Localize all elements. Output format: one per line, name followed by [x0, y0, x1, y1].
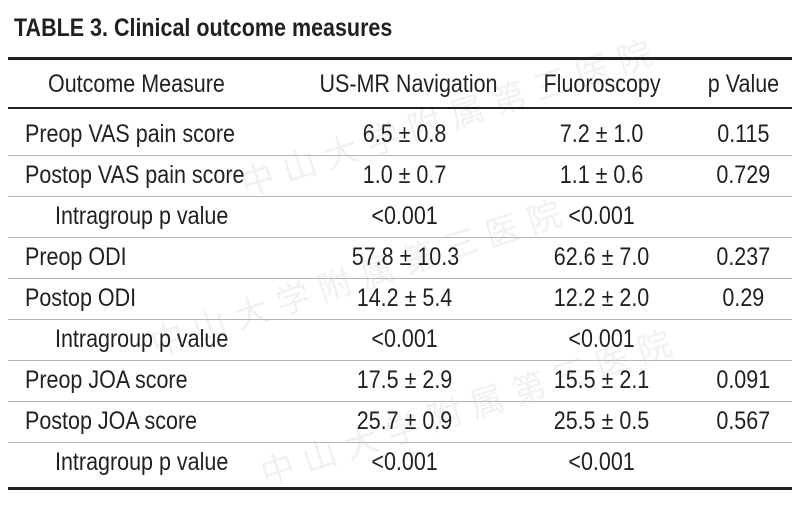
cell-us-mr: <0.001	[305, 442, 505, 483]
cell-us-mr: 6.5 ± 0.8	[305, 114, 505, 155]
cell-us-mr-text: <0.001	[371, 448, 439, 476]
cell-p-value-text: 0.729	[716, 161, 770, 189]
cell-outcome: Preop VAS pain score	[25, 114, 269, 155]
cell-p-value: 0.237	[698, 237, 788, 278]
cell-us-mr-text: 1.0 ± 0.7	[363, 161, 447, 189]
cell-fluoroscopy-text: 12.2 ± 2.0	[554, 284, 650, 312]
cell-outcome: Preop JOA score	[25, 360, 214, 401]
cell-p-value-text: 0.115	[716, 120, 770, 148]
table-row: Postop VAS pain score 1.0 ± 0.7 1.1 ± 0.6 0…	[8, 155, 792, 197]
cell-p-value	[698, 442, 788, 483]
cell-us-mr-text: 14.2 ± 5.4	[357, 284, 453, 312]
cell-outcome-text: Intragroup p value	[55, 202, 229, 230]
cell-p-value-text: 0.237	[716, 243, 770, 271]
cell-us-mr-text: 25.7 ± 0.9	[357, 407, 453, 435]
cell-p-value: 0.091	[698, 360, 788, 401]
table-row: Intragroup p value <0.001 <0.001	[8, 442, 792, 483]
cell-fluoroscopy-text: 25.5 ± 0.5	[554, 407, 650, 435]
header-p-value: p Value	[707, 70, 779, 98]
header-row: Outcome Measure US-MR Navigation Fluoros…	[8, 60, 792, 108]
cell-fluoroscopy: 7.2 ± 1.0	[502, 114, 702, 155]
cell-fluoroscopy: <0.001	[502, 442, 702, 483]
cell-p-value: 0.115	[698, 114, 788, 155]
cell-fluoroscopy: 12.2 ± 2.0	[502, 278, 702, 319]
cell-us-mr: 17.5 ± 2.9	[305, 360, 505, 401]
cell-fluoroscopy-text: 1.1 ± 0.6	[560, 161, 644, 189]
table-row: Preop JOA score 17.5 ± 2.9 15.5 ± 2.1 0.091	[8, 360, 792, 402]
cell-fluoroscopy: 25.5 ± 0.5	[502, 401, 702, 442]
cell-us-mr-text: 57.8 ± 10.3	[351, 243, 459, 271]
cell-p-value: 0.729	[698, 155, 788, 196]
header-outcome-measure: Outcome Measure	[48, 70, 225, 98]
header-fluoroscopy: Fluoroscopy	[543, 70, 661, 98]
table-row: Intragroup p value <0.001 <0.001	[8, 196, 792, 238]
cell-us-mr: 25.7 ± 0.9	[305, 401, 505, 442]
cell-us-mr-text: <0.001	[371, 325, 439, 353]
bottom-rule	[8, 487, 792, 490]
cell-p-value	[698, 319, 788, 360]
table-row: Preop ODI 57.8 ± 10.3 62.6 ± 7.0 0.237	[8, 237, 792, 279]
cell-fluoroscopy-text: <0.001	[568, 202, 636, 230]
cell-outcome-text: Intragroup p value	[55, 325, 229, 353]
cell-fluoroscopy-text: 62.6 ± 7.0	[554, 243, 650, 271]
cell-outcome-text: Postop ODI	[25, 284, 137, 312]
cell-outcome: Preop ODI	[25, 237, 143, 278]
cell-outcome: Postop JOA score	[25, 401, 225, 442]
cell-us-mr: 1.0 ± 0.7	[305, 155, 505, 196]
cell-fluoroscopy: 1.1 ± 0.6	[502, 155, 702, 196]
cell-outcome-text: Postop JOA score	[25, 407, 198, 435]
cell-p-value: 0.567	[698, 401, 788, 442]
cell-fluoroscopy-text: <0.001	[568, 325, 636, 353]
cell-p-value: 0.29	[698, 278, 788, 319]
cell-us-mr-text: 6.5 ± 0.8	[363, 120, 447, 148]
header-rule	[8, 107, 792, 109]
cell-us-mr: 14.2 ± 5.4	[305, 278, 505, 319]
cell-outcome: Postop VAS pain score	[25, 155, 280, 196]
header-us-mr-navigation: US-MR Navigation	[319, 70, 498, 98]
cell-fluoroscopy-text: 15.5 ± 2.1	[554, 366, 650, 394]
cell-us-mr: 57.8 ± 10.3	[305, 237, 505, 278]
cell-p-value-text: 0.091	[716, 366, 770, 394]
cell-outcome: Intragroup p value	[55, 319, 257, 360]
cell-outcome-text: Preop VAS pain score	[25, 120, 235, 148]
cell-p-value-text: 0.29	[722, 284, 764, 312]
cell-fluoroscopy-text: <0.001	[568, 448, 636, 476]
top-rule	[8, 57, 792, 60]
table-row: Intragroup p value <0.001 <0.001	[8, 319, 792, 361]
cell-fluoroscopy-text: 7.2 ± 1.0	[560, 120, 644, 148]
cell-us-mr-text: <0.001	[371, 202, 439, 230]
cell-outcome: Intragroup p value	[55, 196, 257, 237]
cell-us-mr-text: 17.5 ± 2.9	[357, 366, 453, 394]
cell-outcome-text: Postop VAS pain score	[25, 161, 245, 189]
cell-fluoroscopy: <0.001	[502, 319, 702, 360]
cell-outcome: Postop ODI	[25, 278, 154, 319]
cell-fluoroscopy: <0.001	[502, 196, 702, 237]
table-row: Postop JOA score 25.7 ± 0.9 25.5 ± 0.5 0.56…	[8, 401, 792, 443]
cell-fluoroscopy: 15.5 ± 2.1	[502, 360, 702, 401]
cell-outcome-text: Preop JOA score	[25, 366, 188, 394]
table-title: TABLE 3. Clinical outcome measures	[14, 14, 393, 42]
table-row: Preop VAS pain score 6.5 ± 0.8 7.2 ± 1.0 0.…	[8, 114, 792, 156]
cell-outcome-text: Preop ODI	[25, 243, 127, 271]
cell-us-mr: <0.001	[305, 319, 505, 360]
cell-us-mr: <0.001	[305, 196, 505, 237]
table-row: Postop ODI 14.2 ± 5.4 12.2 ± 2.0 0.29	[8, 278, 792, 320]
cell-p-value	[698, 196, 788, 237]
cell-outcome-text: Intragroup p value	[55, 448, 229, 476]
cell-outcome: Intragroup p value	[55, 442, 257, 483]
cell-p-value-text: 0.567	[716, 407, 770, 435]
cell-fluoroscopy: 62.6 ± 7.0	[502, 237, 702, 278]
